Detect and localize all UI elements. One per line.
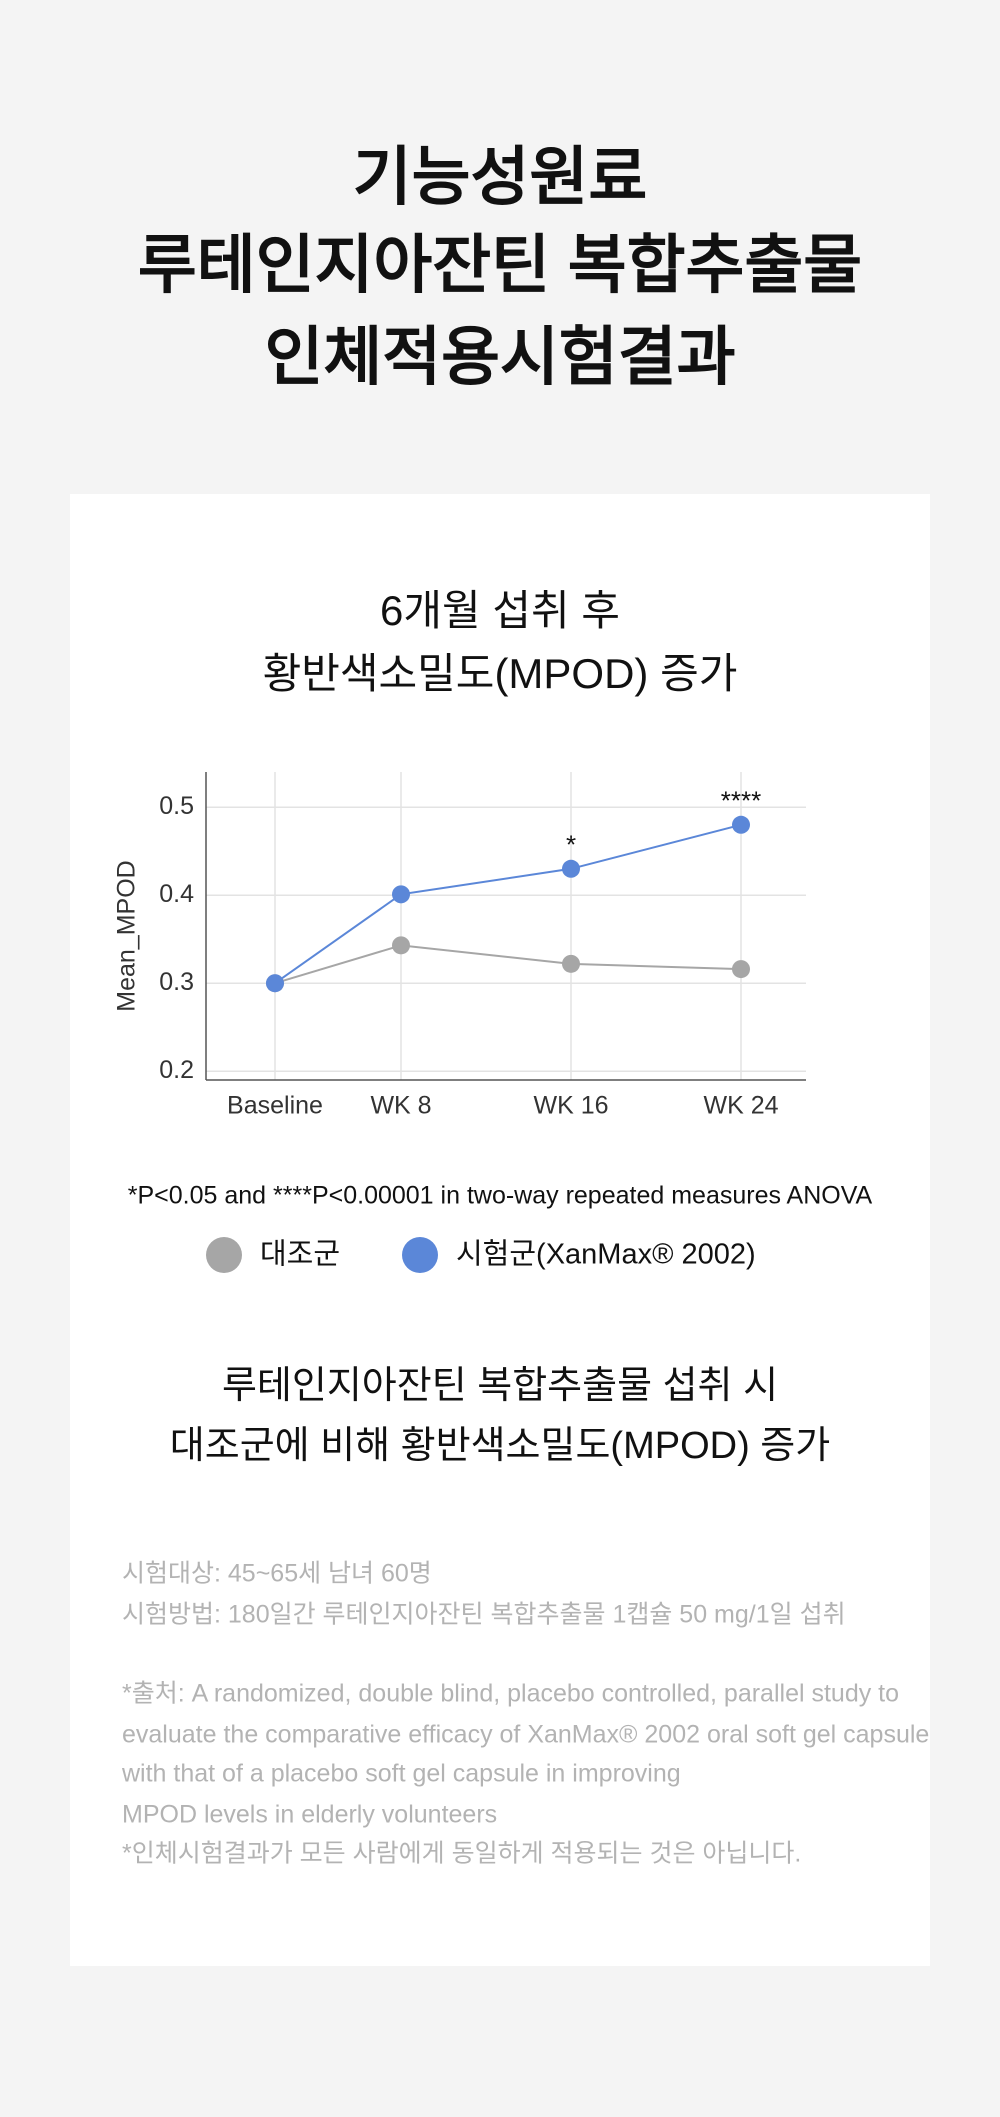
data-point: [562, 954, 580, 973]
legend-label: 대조군: [260, 1238, 340, 1271]
legend-swatch: [402, 1237, 438, 1273]
x-tick-label: WK 8: [370, 1092, 431, 1120]
title: 기능성원료: [353, 141, 647, 213]
footnote: *P<0.05 and ****P<0.00001 in two-way rep…: [128, 1182, 873, 1210]
chart-title: 황반색소밀도(MPOD) 증가: [263, 650, 738, 697]
data-point: [392, 936, 410, 955]
y-tick-label: 0.2: [159, 1056, 194, 1084]
study-info: 시험대상: 45~65세 남녀 60명: [122, 1560, 432, 1588]
card: [70, 494, 930, 1966]
x-tick-label: WK 24: [703, 1092, 778, 1120]
data-point: [562, 859, 580, 878]
conclusion: 대조군에 비해 황반색소밀도(MPOD) 증가: [170, 1425, 830, 1467]
source: *인체시험결과가 모든 사람에게 동일하게 적용되는 것은 아닙니다.: [122, 1840, 801, 1868]
x-tick-label: Baseline: [227, 1092, 323, 1120]
source: with that of a placebo soft gel capsule …: [121, 1760, 681, 1788]
significance-label: *: [566, 830, 576, 860]
data-point: [732, 960, 750, 979]
y-tick-label: 0.4: [159, 880, 194, 908]
series-line: [274, 823, 742, 985]
y-axis-label: Mean_MPOD: [113, 860, 141, 1011]
y-tick-label: 0.3: [159, 968, 194, 996]
source: evaluate the comparative efficacy of Xan…: [122, 1721, 929, 1749]
data-point: [392, 885, 410, 904]
title: 인체적용시험결과: [264, 321, 735, 393]
legend-label: 시험군(XanMax® 2002): [456, 1239, 756, 1271]
conclusion: 루테인지아잔틴 복합추출물 섭취 시: [222, 1365, 778, 1407]
data-point: [732, 815, 750, 834]
y-tick-label: 0.5: [159, 792, 194, 820]
legend-swatch: [206, 1237, 242, 1273]
source: *출처: A randomized, double blind, placebo…: [122, 1680, 899, 1708]
x-tick-label: WK 16: [533, 1092, 608, 1120]
series-line: [274, 944, 742, 985]
data-point: [266, 974, 284, 993]
chart-title: 6개월 섭취 후: [380, 587, 620, 634]
title: 루테인지아잔틴 복합추출물: [138, 229, 862, 301]
significance-label: ****: [721, 786, 761, 816]
source: MPOD levels in elderly volunteers: [122, 1801, 497, 1829]
study-info: 시험방법: 180일간 루테인지아잔틴 복합추출물 1캡슐 50 mg/1일 섭…: [122, 1601, 846, 1629]
